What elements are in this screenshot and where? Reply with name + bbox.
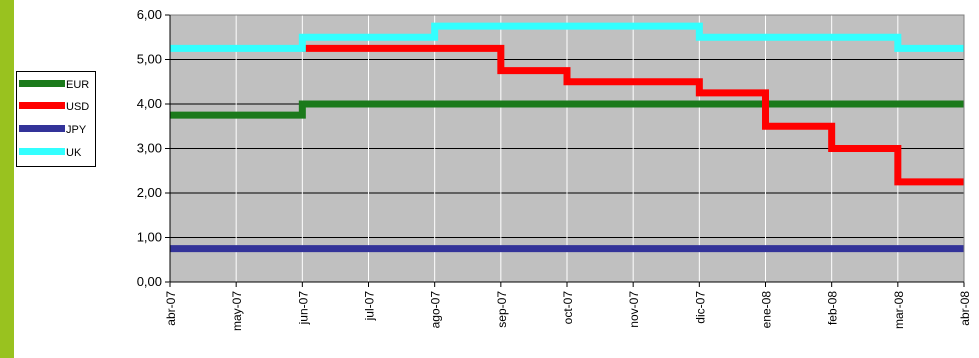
legend-item-usd: USD [19,96,95,116]
x-tick-label: may-07 [230,291,244,331]
x-tick-label: dic-07 [693,291,707,324]
legend-swatch-eur [19,80,65,87]
y-tick-label: 5,00 [137,52,162,67]
left-accent-bar [0,0,14,358]
y-tick-label: 6,00 [137,7,162,22]
y-tick-label: 3,00 [137,141,162,156]
series-line-uk [170,22,964,52]
series-lines [170,22,964,253]
x-tick-label: jul-07 [363,291,377,322]
y-tick-label: 0,00 [137,274,162,289]
legend-label-uk: UK [66,147,82,159]
legend-item-uk: UK [19,142,95,162]
x-tick-label: abr-07 [164,291,178,326]
x-tick-label: jun-07 [296,291,310,326]
legend-label-eur: EUR [66,79,90,91]
legend: EUR USD JPY UK [16,71,96,167]
x-tick-label: feb-08 [826,291,840,325]
y-tick-label: 1,00 [137,230,162,245]
legend-swatch-jpy [19,125,65,132]
axes: 0,00 1,00 2,00 3,00 4,00 5,00 6,00 abr-07 may-07… [137,7,972,331]
y-tick-label: 2,00 [137,185,162,200]
x-tick-label: abr-08 [958,291,972,326]
x-tick-label: sep-07 [495,291,509,328]
legend-item-eur: EUR [19,74,95,94]
legend-swatch-usd [19,102,65,109]
x-tick-label: oct-07 [561,291,575,325]
legend-item-jpy: JPY [19,119,95,139]
legend-label-jpy: JPY [66,124,87,136]
x-tick-label: mar-08 [892,291,906,329]
y-tick-label: 4,00 [137,96,162,111]
x-tick-label: ene-08 [760,291,774,329]
x-tick-label: ago-07 [429,291,443,329]
legend-swatch-uk [19,148,65,155]
series-line-eur [170,100,964,119]
series-line-usd [302,44,964,186]
legend-label-usd: USD [66,101,90,113]
x-tick-label: nov-07 [627,291,641,328]
